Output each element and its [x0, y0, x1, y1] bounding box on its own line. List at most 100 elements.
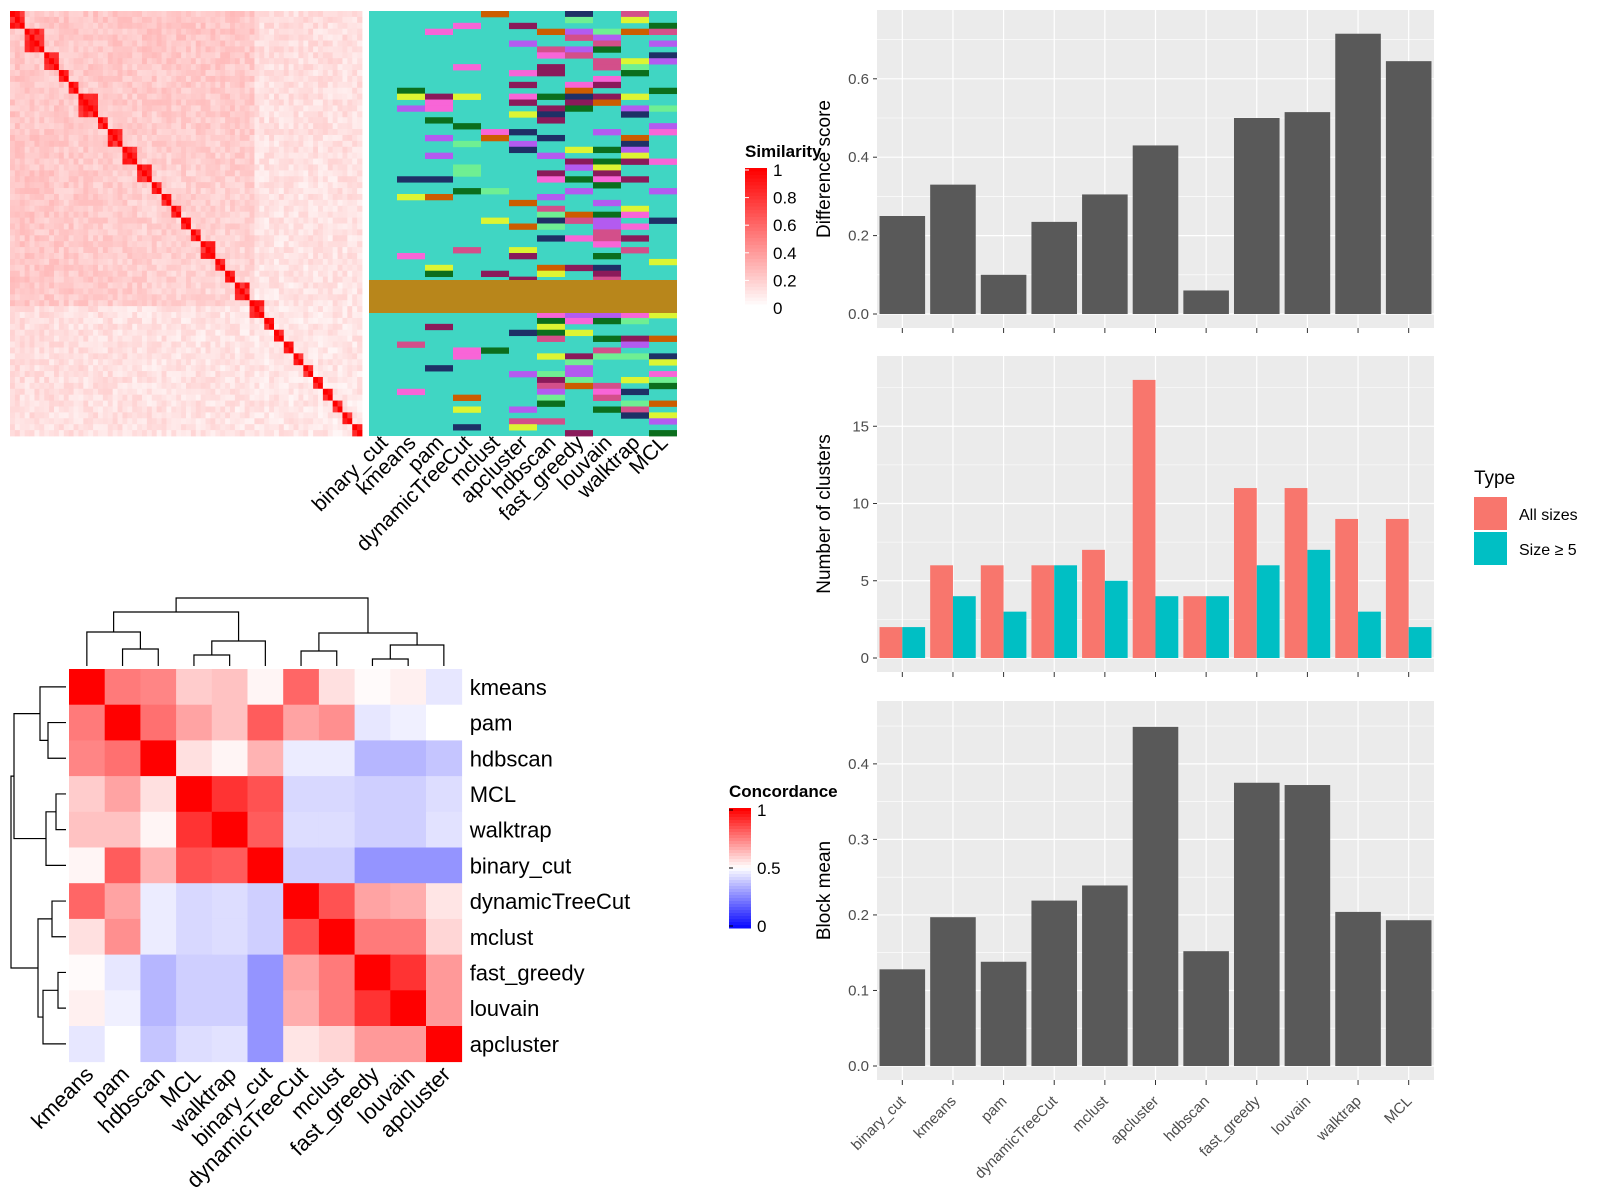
similarity-cell [303, 211, 309, 218]
similarity-cell [225, 406, 231, 413]
similarity-cell [313, 93, 319, 100]
similarity-cell [293, 317, 299, 325]
similarity-cell [146, 388, 153, 396]
similarity-cell [230, 129, 236, 136]
similarity-cell [254, 134, 260, 142]
similarity-cell [220, 335, 226, 342]
similarity-cell [29, 276, 35, 283]
similarity-cell [73, 52, 79, 59]
similarity-cell [78, 223, 84, 230]
similarity-cell [73, 64, 79, 71]
similarity-cell [249, 359, 255, 366]
similarity-cell [93, 164, 99, 171]
similarity-cell [342, 270, 348, 278]
similarity-cell [357, 371, 363, 378]
similarity-cell [58, 359, 65, 366]
similarity-cell [34, 58, 40, 65]
similarity-cell [98, 87, 104, 95]
similarity-cell [288, 371, 294, 378]
similarity-cell [308, 382, 314, 390]
similarity-cell [220, 329, 226, 337]
similarity-cell [293, 276, 299, 283]
similarity-cell [264, 117, 270, 124]
similarity-cell [220, 341, 226, 348]
similarity-cell [195, 117, 202, 124]
similarity-cell [244, 123, 250, 130]
similarity-cell [195, 270, 202, 278]
similarity-cell [293, 335, 299, 342]
similarity-cell [83, 211, 89, 218]
similarity-cell [342, 317, 348, 325]
similarity-cell [283, 193, 290, 201]
similarity-cell [274, 264, 280, 272]
similarity-cell [274, 400, 280, 407]
similarity-cell [63, 158, 70, 165]
similarity-cell [190, 40, 197, 47]
similarity-cell [254, 394, 260, 401]
similarity-cell [156, 28, 162, 36]
similarity-cell [161, 75, 167, 83]
similarity-cell [215, 223, 221, 230]
similarity-cell [24, 323, 30, 331]
similarity-cell [161, 146, 167, 154]
similarity-cell [278, 382, 285, 390]
similarity-cell [313, 412, 319, 419]
similarity-cell [288, 412, 294, 419]
similarity-cell [244, 134, 250, 142]
similarity-cell [132, 193, 138, 201]
similarity-cell [34, 170, 40, 177]
similarity-cell [176, 412, 182, 419]
similarity-cell [132, 418, 138, 425]
similarity-cell [142, 353, 148, 360]
similarity-cell [249, 270, 255, 278]
similarity-cell [49, 294, 55, 301]
similarity-cell [327, 371, 334, 378]
similarity-cell [10, 359, 16, 366]
similarity-cell [132, 146, 138, 154]
similarity-cell [54, 182, 60, 189]
similarity-cell [34, 294, 40, 301]
similarity-cell [39, 81, 45, 89]
similarity-cell [288, 365, 294, 372]
similarity-cell [73, 359, 79, 366]
similarity-cell [107, 188, 114, 195]
similarity-cell [190, 359, 197, 366]
similarity-cell [19, 235, 26, 242]
similarity-cell [34, 347, 40, 354]
similarity-cell [239, 253, 246, 260]
similarity-cell [58, 406, 65, 413]
similarity-cell [308, 264, 314, 272]
similarity-cell [357, 229, 363, 236]
similarity-cell [230, 58, 236, 65]
similarity-cell [171, 247, 177, 254]
similarity-cell [117, 64, 123, 71]
similarity-cell [44, 170, 50, 177]
similarity-cell [239, 376, 246, 384]
similarity-cell [190, 312, 197, 319]
similarity-cell [93, 306, 99, 313]
similarity-cell [142, 329, 148, 337]
similarity-cell [146, 406, 153, 413]
similarity-cell [264, 46, 270, 53]
similarity-cell [186, 123, 192, 130]
similarity-cell [313, 264, 319, 272]
similarity-cell [10, 406, 16, 413]
similarity-cell [298, 188, 304, 195]
similarity-cell [269, 317, 275, 325]
similarity-cell [156, 105, 162, 112]
similarity-cell [78, 87, 84, 95]
similarity-cell [195, 164, 202, 171]
similarity-cell [161, 258, 167, 266]
similarity-cell [19, 64, 26, 71]
similarity-cell [332, 158, 338, 165]
similarity-cell [357, 300, 363, 307]
similarity-cell [283, 64, 290, 71]
similarity-cell [132, 176, 138, 183]
similarity-cell [10, 40, 16, 47]
similarity-cell [68, 193, 74, 201]
similarity-cell [83, 52, 89, 59]
similarity-cell [107, 123, 114, 130]
similarity-cell [107, 182, 114, 189]
similarity-cell [102, 412, 109, 419]
similarity-cell [215, 117, 221, 124]
